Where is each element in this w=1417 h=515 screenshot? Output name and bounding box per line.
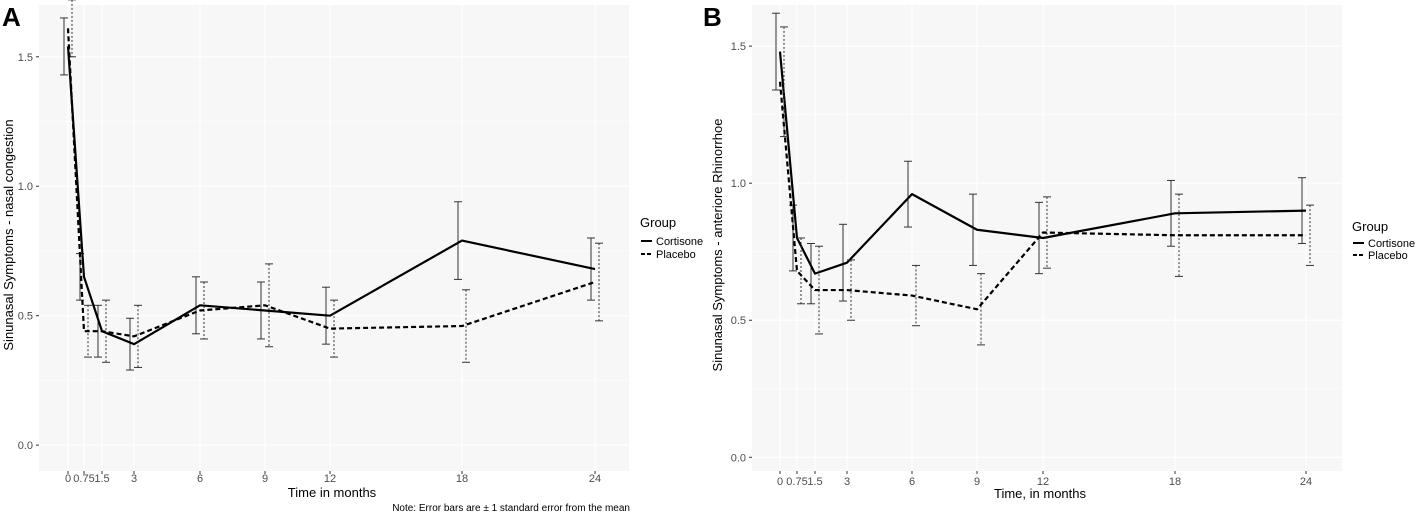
y-tick-label: 0.5 [731,315,746,327]
panel-letter: A [2,2,21,32]
x-tick-label: 0 [777,476,783,488]
legend-label-placebo: Placebo [656,249,696,261]
y-tick-label: 1.0 [731,178,746,190]
legend-label-placebo: Placebo [1368,250,1408,262]
y-axis-title: Sinunasal Symptoms - nasal congestion [1,119,16,350]
legend-label-cortisone: Cortisone [1368,238,1415,250]
series-line-placebo [66,28,596,338]
gridlines [752,5,1342,471]
x-ticks: 0 0.75 1.5 3 6 9 12 18 24 [777,471,1312,488]
x-axis-title: Time in months [288,485,377,500]
x-tick-label: 9 [262,473,268,485]
y-tick-label: 0.5 [18,311,33,323]
series-cortisone [772,12,1307,305]
series-line-cortisone [66,46,596,346]
x-tick-label: 12 [1037,476,1049,488]
series-line-placebo [778,81,1306,311]
y-tick-label: 0.0 [18,440,33,452]
panel-a: A 0.00.51.01.5 0 0.75 1.5 3 6 9 12 18 24 Time in… [1,0,630,514]
y-ticks: 0.0 0.5 1.0 1.5 [18,52,39,452]
series-line-cortisone [778,51,1307,275]
panel-letter: B [703,2,722,32]
x-ticks: 0 0.75 1.5 3 6 9 12 18 24 [65,471,601,485]
data-series [772,12,1314,346]
x-tick-label: 0.75 [73,473,94,485]
x-tick-label: 18 [456,473,468,485]
x-tick-label: 3 [844,476,850,488]
legend-a: Group Cortisone Placebo [640,215,703,261]
y-axis-title: Sinunasal Symptoms - anteriore Rhinorrho… [710,119,725,372]
series-cortisone [60,17,596,371]
x-tick-label: 18 [1169,476,1181,488]
panel-b: B 0.00.51.01.5 0 0.75 1.5 3 6 9 12 18 24 Time, i… [703,2,1342,501]
x-tick-label: 1.5 [94,473,109,485]
x-tick-label: 6 [909,476,915,488]
gridlines [39,5,629,471]
note-text: Note: Error bars are ± 1 standard error … [392,503,630,514]
x-tick-label: 0.75 [786,476,807,488]
x-tick-label: 6 [197,473,203,485]
x-tick-label: 3 [131,473,137,485]
series-placebo [66,0,603,368]
x-tick-label: 12 [324,473,336,485]
legend-title: Group [640,215,676,230]
y-ticks: 0.0 0.5 1.0 1.5 [731,41,752,464]
x-tick-label: 24 [1300,476,1312,488]
data-series [60,0,603,371]
y-tick-label: 0.0 [731,452,746,464]
series-placebo [778,26,1314,346]
legend-title: Group [1352,219,1388,234]
x-axis-title: Time, in months [994,486,1086,501]
y-tick-label: 1.5 [18,52,33,64]
x-tick-label: 1.5 [807,476,822,488]
legend-label-cortisone: Cortisone [656,236,703,248]
x-tick-label: 24 [589,473,601,485]
plot-background [39,5,629,471]
y-tick-label: 1.0 [18,181,33,193]
legend-b: Group Cortisone Placebo [1352,219,1415,262]
y-tick-label: 1.5 [731,41,746,53]
x-tick-label: 0 [65,473,71,485]
x-tick-label: 9 [974,476,980,488]
